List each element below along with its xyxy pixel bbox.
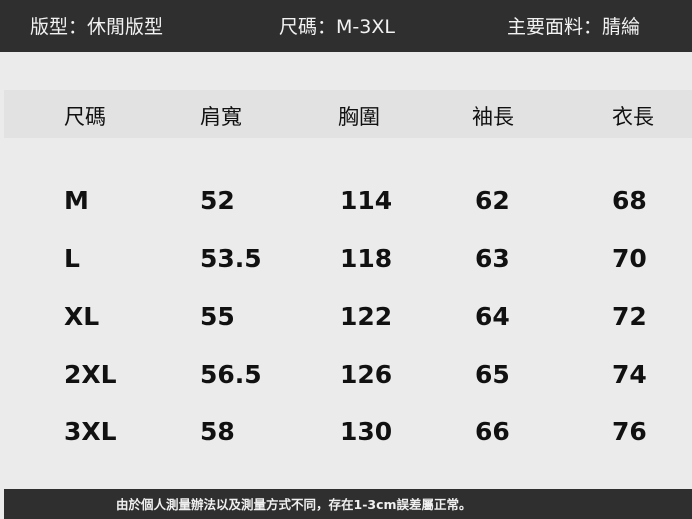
table-cell: M <box>64 186 89 215</box>
table-cell: 70 <box>612 244 647 273</box>
table-cell: 56.5 <box>200 360 262 389</box>
size-range: 尺碼：M-3XL <box>279 16 395 38</box>
column-header: 尺碼 <box>64 105 106 129</box>
table-cell: 122 <box>340 302 393 331</box>
table-cell: 68 <box>612 186 647 215</box>
table-cell: 64 <box>475 302 510 331</box>
table-cell: 2XL <box>64 360 117 389</box>
table-cell: 58 <box>200 417 235 446</box>
main-fabric: 主要面料：腈綸 <box>507 16 641 38</box>
table-cell: 63 <box>475 244 510 273</box>
table-cell: 65 <box>475 360 510 389</box>
table-cell: 130 <box>340 417 393 446</box>
table-cell: 62 <box>475 186 510 215</box>
table-cell: 126 <box>340 360 393 389</box>
table-cell: 72 <box>612 302 647 331</box>
table-cell: 74 <box>612 360 647 389</box>
table-cell: XL <box>64 302 100 331</box>
table-cell: 52 <box>200 186 235 215</box>
table-cell: 53.5 <box>200 244 262 273</box>
table-cell: L <box>64 244 80 273</box>
column-header: 胸圍 <box>338 105 380 129</box>
measurement-note: 由於個人測量辦法以及測量方式不同，存在1-3cm誤差屬正常。 <box>116 497 472 512</box>
fit-type: 版型：休閒版型 <box>30 16 164 38</box>
info-bar: 版型：休閒版型 尺碼：M-3XL 主要面料：腈綸 <box>0 0 692 52</box>
table-header-row <box>4 90 692 138</box>
table-cell: 3XL <box>64 417 117 446</box>
column-header: 肩寬 <box>200 105 242 129</box>
table-cell: 118 <box>340 244 393 273</box>
table-cell: 76 <box>612 417 647 446</box>
footer-note-bar: 由於個人測量辦法以及測量方式不同，存在1-3cm誤差屬正常。 <box>4 489 692 519</box>
table-cell: 55 <box>200 302 235 331</box>
table-cell: 114 <box>340 186 393 215</box>
column-header: 衣長 <box>612 105 654 129</box>
table-cell: 66 <box>475 417 510 446</box>
column-header: 袖長 <box>472 105 514 129</box>
